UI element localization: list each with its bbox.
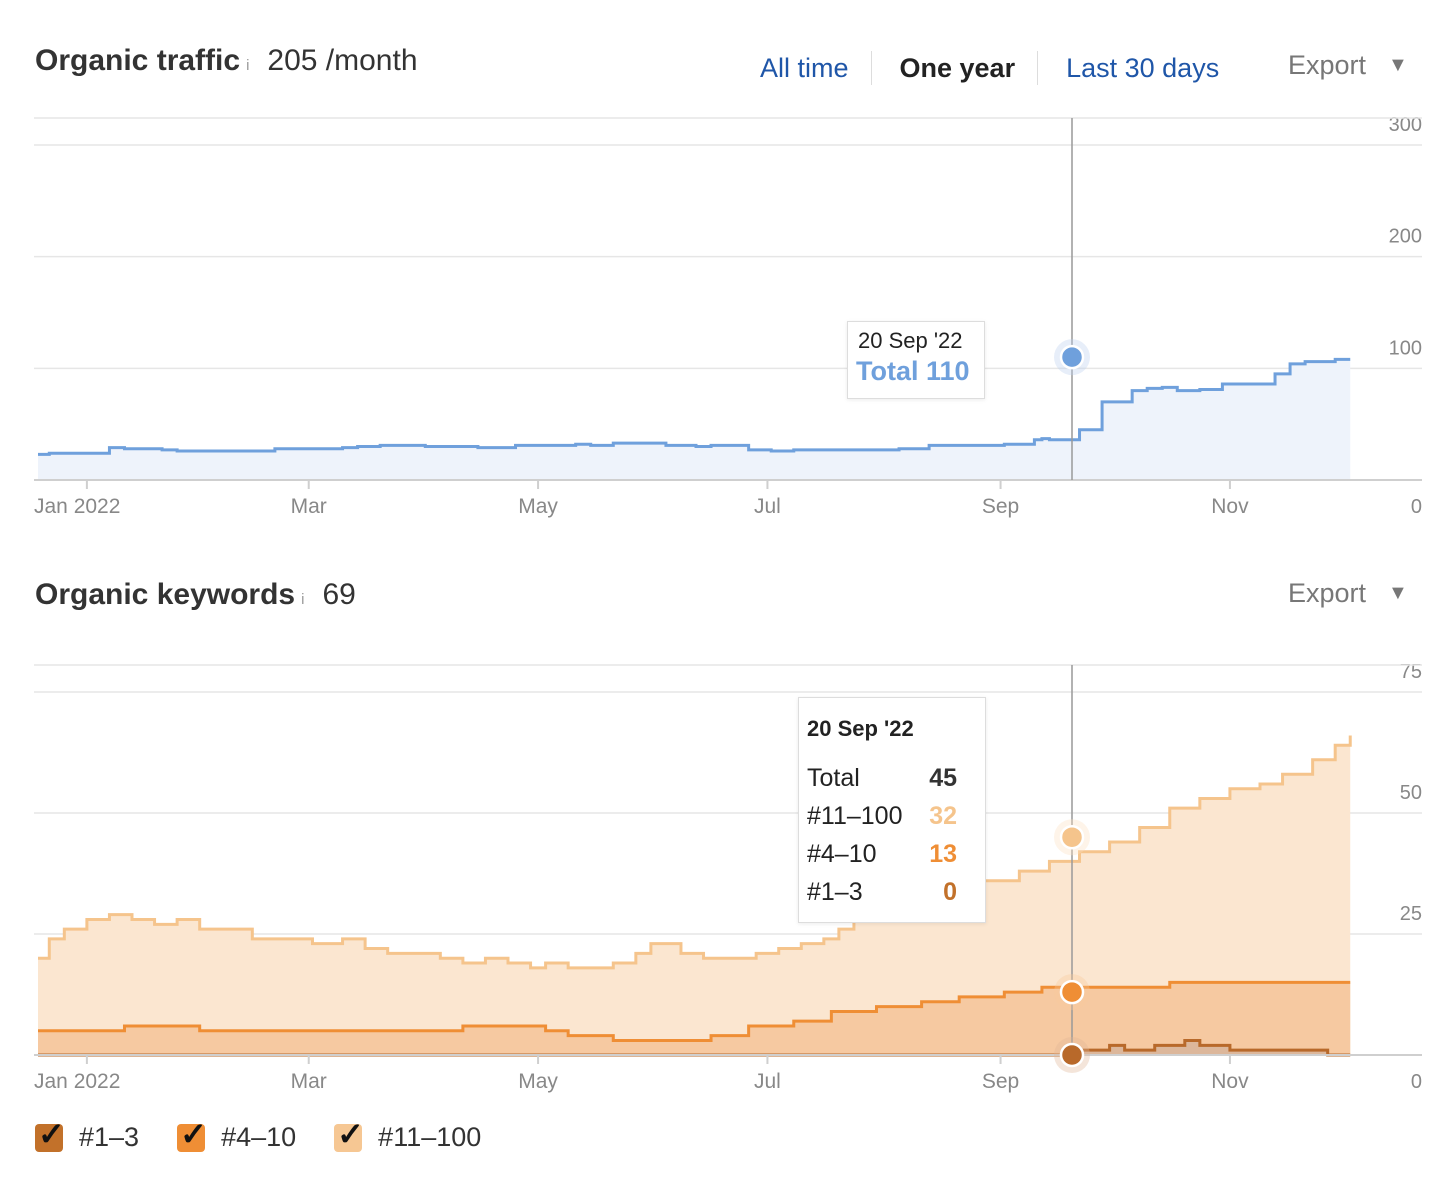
traffic-info-icon[interactable]: i xyxy=(246,57,250,74)
chevron-down-icon: ▼ xyxy=(1388,582,1408,604)
y-tick-label: 100 xyxy=(1389,337,1422,359)
traffic-tooltip-date: 20 Sep '22 xyxy=(858,328,963,353)
x-tick-label: Jul xyxy=(754,495,781,518)
x-tick-label: Nov xyxy=(1211,1070,1249,1093)
keywords-chart[interactable]: 0 25 50 75 Jan 2022 Mar May Jul Sep Nov xyxy=(0,560,1456,1120)
range-one-year[interactable]: One year xyxy=(899,52,1016,83)
x-tick-label: Jan 2022 xyxy=(34,495,120,518)
x-tick-label: Jul xyxy=(754,1070,781,1093)
x-tick-label: Nov xyxy=(1211,495,1249,518)
keywords-value: 69 xyxy=(322,578,356,611)
traffic-value: 205 /month xyxy=(267,44,418,77)
checkbox-icon: ✓ xyxy=(177,1118,207,1152)
y-tick-label: 0 xyxy=(1411,496,1422,518)
keywords-export-button[interactable]: Export ▼ xyxy=(1288,578,1408,609)
traffic-title: Organic traffic xyxy=(35,44,241,77)
hover-marker xyxy=(1059,824,1085,850)
y-tick-label: 25 xyxy=(1400,903,1422,925)
series-line xyxy=(38,735,1352,970)
y-tick-label: 300 xyxy=(1389,114,1422,136)
hover-marker xyxy=(1059,344,1085,370)
traffic-tooltip: 20 Sep '22 Total 110 xyxy=(847,321,985,399)
tooltip-row-label: #4–10 xyxy=(807,840,877,868)
traffic-export-label: Export xyxy=(1288,50,1367,80)
legend-item-4-10[interactable]: ✓ #4–10 xyxy=(177,1118,297,1153)
legend-item-11-100[interactable]: ✓ #11–100 xyxy=(334,1118,482,1153)
checkbox-icon: ✓ xyxy=(334,1118,364,1152)
x-tick-label: Jan 2022 xyxy=(34,1070,120,1093)
series-line xyxy=(38,357,1351,456)
legend-label-4-10: #4–10 xyxy=(221,1122,297,1152)
keywords-title: Organic keywords xyxy=(35,578,296,611)
keywords-legend: ✓ #1–3 ✓ #4–10 ✓ #11–100 xyxy=(35,1118,482,1153)
tooltip-row: Total 45 xyxy=(807,764,957,802)
tooltip-row-value: 13 xyxy=(929,840,957,868)
series-area xyxy=(38,982,1351,1055)
tooltip-row: #11–100 32 xyxy=(807,802,957,840)
legend-item-top3[interactable]: ✓ #1–3 xyxy=(35,1118,140,1153)
y-tick-label: 0 xyxy=(1411,1071,1422,1093)
tooltip-row-value: 45 xyxy=(929,764,957,792)
x-tick-label: May xyxy=(518,1070,558,1093)
tooltip-row: #1–3 0 xyxy=(807,878,957,916)
range-divider xyxy=(1037,51,1039,85)
keywords-tooltip-date: 20 Sep '22 xyxy=(807,716,914,741)
traffic-chart[interactable]: 0 100 200 300 Jan 2022 Mar May Jul Sep Nov xyxy=(0,0,1456,540)
x-tick-label: Sep xyxy=(982,495,1019,518)
range-last-30-days[interactable]: Last 30 days xyxy=(1066,52,1220,83)
x-tick-label: Mar xyxy=(291,495,327,518)
range-selector: All time One year Last 30 days xyxy=(760,48,1219,88)
traffic-header: Organic traffic i 205 /month xyxy=(35,44,418,84)
tooltip-row-label: Total xyxy=(807,764,860,792)
x-tick-label: May xyxy=(518,495,558,518)
keywords-info-icon[interactable]: i xyxy=(301,591,305,608)
y-tick-label: 50 xyxy=(1400,782,1422,804)
tooltip-row-label: #1–3 xyxy=(807,878,863,906)
keywords-header: Organic keywords i 69 xyxy=(35,578,356,618)
traffic-tooltip-total: Total 110 xyxy=(856,356,970,386)
legend-label-top3: #1–3 xyxy=(79,1122,140,1152)
keywords-tooltip: 20 Sep '22 Total 45 #11–100 32 #4–10 13 #1–3 0 xyxy=(798,697,986,923)
series-line xyxy=(38,980,1351,1042)
range-all-time[interactable]: All time xyxy=(760,52,849,83)
tooltip-row-value: 32 xyxy=(929,802,957,830)
tooltip-row-value: 0 xyxy=(943,878,957,906)
legend-label-11-100: #11–100 xyxy=(378,1122,482,1152)
y-tick-label: 75 xyxy=(1400,661,1422,683)
range-divider xyxy=(870,51,872,85)
hover-marker xyxy=(1059,979,1085,1005)
keywords-tooltip-rows: Total 45 #11–100 32 #4–10 13 #1–3 0 xyxy=(807,764,957,916)
tooltip-row: #4–10 13 xyxy=(807,840,957,878)
x-tick-label: Sep xyxy=(982,1070,1019,1093)
x-tick-label: Mar xyxy=(291,1070,327,1093)
checkbox-icon: ✓ xyxy=(35,1118,65,1152)
chevron-down-icon: ▼ xyxy=(1388,54,1408,76)
tooltip-row-label: #11–100 xyxy=(807,802,903,830)
y-tick-label: 200 xyxy=(1389,226,1422,248)
keywords-export-label: Export xyxy=(1288,578,1367,608)
traffic-export-button[interactable]: Export ▼ xyxy=(1288,50,1408,81)
series-area xyxy=(38,735,1351,1055)
hover-marker xyxy=(1059,1042,1085,1068)
series-area xyxy=(38,1040,1351,1055)
series-area xyxy=(38,359,1351,480)
